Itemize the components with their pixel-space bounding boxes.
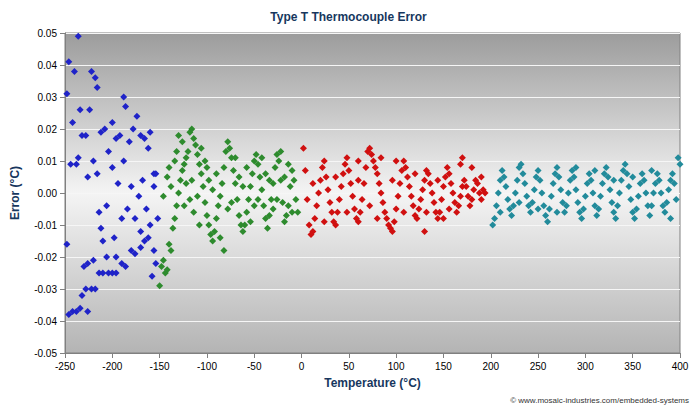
svg-text:0.02: 0.02 bbox=[38, 124, 58, 135]
svg-text:0: 0 bbox=[299, 361, 305, 372]
svg-text:-200: -200 bbox=[102, 361, 122, 372]
svg-text:-250: -250 bbox=[55, 361, 75, 372]
svg-text:-0.05: -0.05 bbox=[34, 348, 57, 359]
svg-text:-50: -50 bbox=[247, 361, 262, 372]
svg-text:-0.04: -0.04 bbox=[34, 316, 57, 327]
svg-text:0.05: 0.05 bbox=[38, 28, 58, 39]
svg-text:-0.01: -0.01 bbox=[34, 220, 57, 231]
svg-text:0.00: 0.00 bbox=[38, 188, 58, 199]
svg-text:Error (°C): Error (°C) bbox=[8, 166, 22, 220]
svg-text:50: 50 bbox=[343, 361, 355, 372]
svg-text:350: 350 bbox=[624, 361, 641, 372]
svg-text:© www.mosaic-industries.com/em: © www.mosaic-industries.com/embedded-sys… bbox=[510, 396, 689, 405]
svg-text:400: 400 bbox=[672, 361, 689, 372]
svg-text:100: 100 bbox=[388, 361, 405, 372]
svg-text:300: 300 bbox=[577, 361, 594, 372]
svg-text:Temperature (°C): Temperature (°C) bbox=[324, 376, 421, 390]
svg-text:-0.03: -0.03 bbox=[34, 284, 57, 295]
svg-text:200: 200 bbox=[482, 361, 499, 372]
svg-text:0.04: 0.04 bbox=[38, 60, 58, 71]
svg-text:0.01: 0.01 bbox=[38, 156, 58, 167]
svg-text:250: 250 bbox=[530, 361, 547, 372]
svg-text:-0.02: -0.02 bbox=[34, 252, 57, 263]
svg-text:-150: -150 bbox=[150, 361, 170, 372]
svg-text:0.03: 0.03 bbox=[38, 92, 58, 103]
svg-text:150: 150 bbox=[435, 361, 452, 372]
svg-text:Type T Thermocouple Error: Type T Thermocouple Error bbox=[270, 10, 427, 24]
svg-text:-100: -100 bbox=[197, 361, 217, 372]
